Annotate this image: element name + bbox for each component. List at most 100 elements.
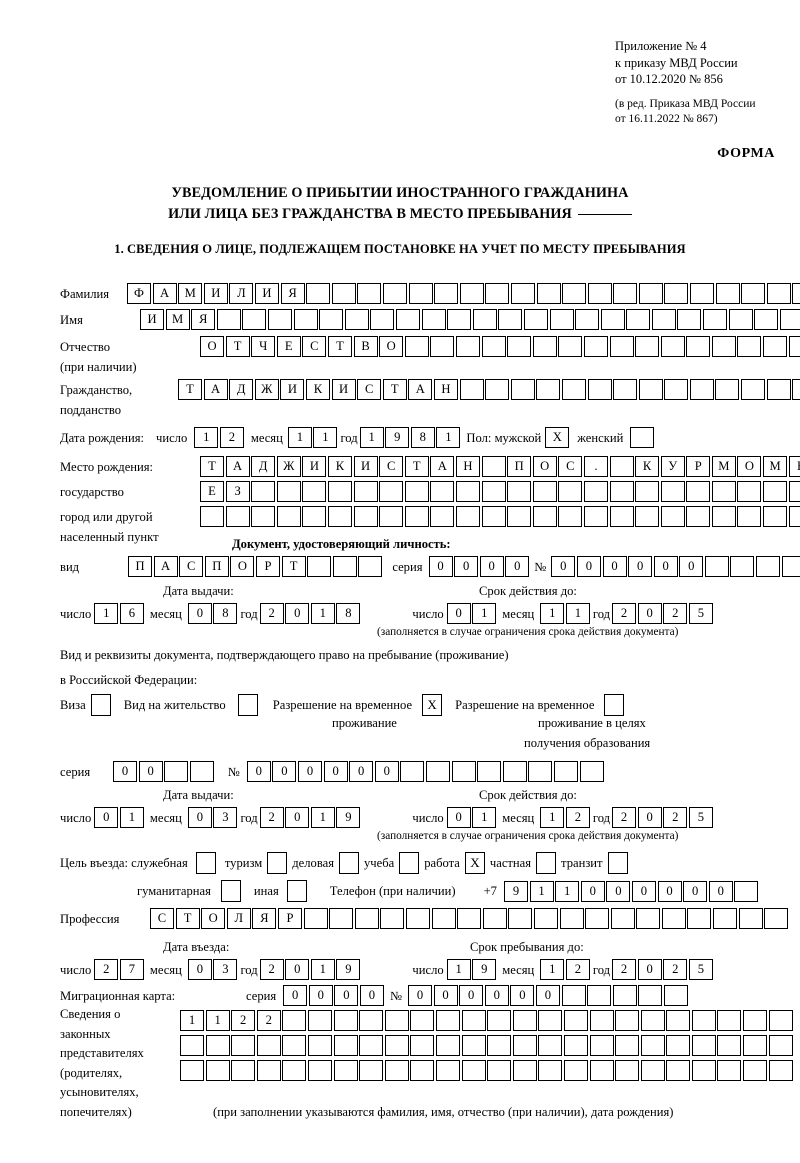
char-cell[interactable] bbox=[768, 1035, 793, 1056]
char-cell[interactable]: Т bbox=[382, 379, 407, 400]
char-cell[interactable] bbox=[256, 1035, 281, 1056]
char-cell[interactable] bbox=[575, 309, 600, 330]
char-cell[interactable] bbox=[563, 1010, 588, 1031]
char-cell[interactable] bbox=[640, 1010, 665, 1031]
char-cell[interactable] bbox=[451, 761, 476, 782]
char-cell[interactable] bbox=[615, 1035, 640, 1056]
char-cell[interactable] bbox=[459, 283, 484, 304]
purpose-transit-checkbox[interactable] bbox=[607, 852, 628, 874]
char-cell[interactable] bbox=[738, 908, 763, 929]
char-cell[interactable] bbox=[404, 336, 429, 357]
purpose-work-checkbox[interactable]: X bbox=[464, 852, 485, 874]
char-cell[interactable] bbox=[333, 1010, 358, 1031]
char-cell[interactable]: Р bbox=[686, 456, 711, 477]
char-cell[interactable] bbox=[741, 283, 766, 304]
purpose-humanitarian-checkbox[interactable] bbox=[220, 880, 241, 902]
char-cell[interactable] bbox=[410, 1035, 435, 1056]
char-cell[interactable] bbox=[734, 880, 759, 902]
char-cell[interactable]: С bbox=[150, 908, 174, 929]
char-cell[interactable] bbox=[737, 506, 762, 527]
char-cell[interactable] bbox=[507, 481, 532, 502]
char-cell[interactable] bbox=[242, 309, 267, 330]
char-cell[interactable] bbox=[763, 481, 788, 502]
char-cell[interactable]: П bbox=[507, 456, 532, 477]
char-cell[interactable] bbox=[717, 1060, 742, 1081]
char-cell[interactable]: Т bbox=[327, 336, 352, 357]
char-cell[interactable] bbox=[379, 506, 404, 527]
char-cell[interactable] bbox=[425, 761, 450, 782]
char-cell[interactable] bbox=[788, 481, 800, 502]
char-cell[interactable]: 0 bbox=[374, 761, 399, 782]
char-cell[interactable]: А bbox=[153, 556, 178, 577]
char-cell[interactable] bbox=[666, 1060, 691, 1081]
char-cell[interactable]: Т bbox=[178, 379, 202, 400]
char-cell[interactable] bbox=[481, 456, 506, 477]
char-cell[interactable]: 0 bbox=[580, 880, 605, 902]
char-cell[interactable]: 0 bbox=[285, 603, 310, 624]
char-cell[interactable] bbox=[666, 1035, 691, 1056]
char-cell[interactable] bbox=[405, 908, 430, 929]
char-cell[interactable] bbox=[711, 336, 736, 357]
char-cell[interactable]: 1 bbox=[205, 1010, 230, 1031]
char-cell[interactable]: 7 bbox=[119, 959, 144, 980]
char-cell[interactable]: 8 bbox=[336, 603, 361, 624]
char-cell[interactable]: Ж bbox=[254, 379, 279, 400]
char-cell[interactable] bbox=[231, 1035, 256, 1056]
char-cell[interactable] bbox=[764, 908, 789, 929]
char-cell[interactable]: Р bbox=[277, 908, 302, 929]
char-cell[interactable]: Я bbox=[191, 309, 216, 330]
char-cell[interactable]: 6 bbox=[119, 603, 144, 624]
char-cell[interactable]: У bbox=[660, 456, 685, 477]
char-cell[interactable] bbox=[713, 908, 738, 929]
char-cell[interactable] bbox=[333, 1035, 358, 1056]
residence-permit-checkbox[interactable] bbox=[237, 694, 258, 716]
char-cell[interactable] bbox=[329, 908, 354, 929]
char-cell[interactable]: К bbox=[635, 456, 660, 477]
char-cell[interactable]: 8 bbox=[213, 603, 238, 624]
char-cell[interactable]: 0 bbox=[454, 556, 479, 577]
char-cell[interactable]: 0 bbox=[308, 985, 333, 1006]
char-cell[interactable] bbox=[635, 506, 660, 527]
char-cell[interactable] bbox=[561, 985, 586, 1006]
char-cell[interactable]: Ж bbox=[276, 456, 301, 477]
char-cell[interactable] bbox=[404, 506, 429, 527]
char-cell[interactable]: Ф bbox=[127, 283, 151, 304]
char-cell[interactable]: 2 bbox=[259, 959, 284, 980]
char-cell[interactable] bbox=[612, 985, 637, 1006]
char-cell[interactable]: 0 bbox=[551, 556, 576, 577]
char-cell[interactable] bbox=[553, 761, 578, 782]
char-cell[interactable]: 0 bbox=[637, 807, 662, 828]
char-cell[interactable] bbox=[585, 908, 610, 929]
purpose-tourism-checkbox[interactable] bbox=[267, 852, 288, 874]
char-cell[interactable]: С bbox=[302, 336, 327, 357]
char-cell[interactable]: 0 bbox=[459, 985, 484, 1006]
char-cell[interactable] bbox=[256, 1060, 281, 1081]
char-cell[interactable] bbox=[741, 379, 766, 400]
char-cell[interactable] bbox=[660, 506, 685, 527]
char-cell[interactable] bbox=[359, 1035, 384, 1056]
char-cell[interactable]: 2 bbox=[219, 427, 244, 448]
char-cell[interactable]: 5 bbox=[688, 603, 713, 624]
char-cell[interactable] bbox=[307, 1060, 332, 1081]
char-cell[interactable]: . bbox=[583, 456, 608, 477]
char-cell[interactable] bbox=[763, 336, 788, 357]
char-cell[interactable]: 1 bbox=[287, 427, 312, 448]
char-cell[interactable]: 2 bbox=[565, 807, 590, 828]
char-cell[interactable]: 0 bbox=[576, 556, 601, 577]
char-cell[interactable] bbox=[353, 481, 378, 502]
char-cell[interactable] bbox=[332, 556, 357, 577]
char-cell[interactable] bbox=[431, 908, 456, 929]
char-cell[interactable] bbox=[461, 1010, 486, 1031]
char-cell[interactable]: Т bbox=[225, 336, 250, 357]
char-cell[interactable]: 0 bbox=[628, 556, 653, 577]
char-cell[interactable] bbox=[538, 1010, 563, 1031]
char-cell[interactable] bbox=[302, 481, 327, 502]
